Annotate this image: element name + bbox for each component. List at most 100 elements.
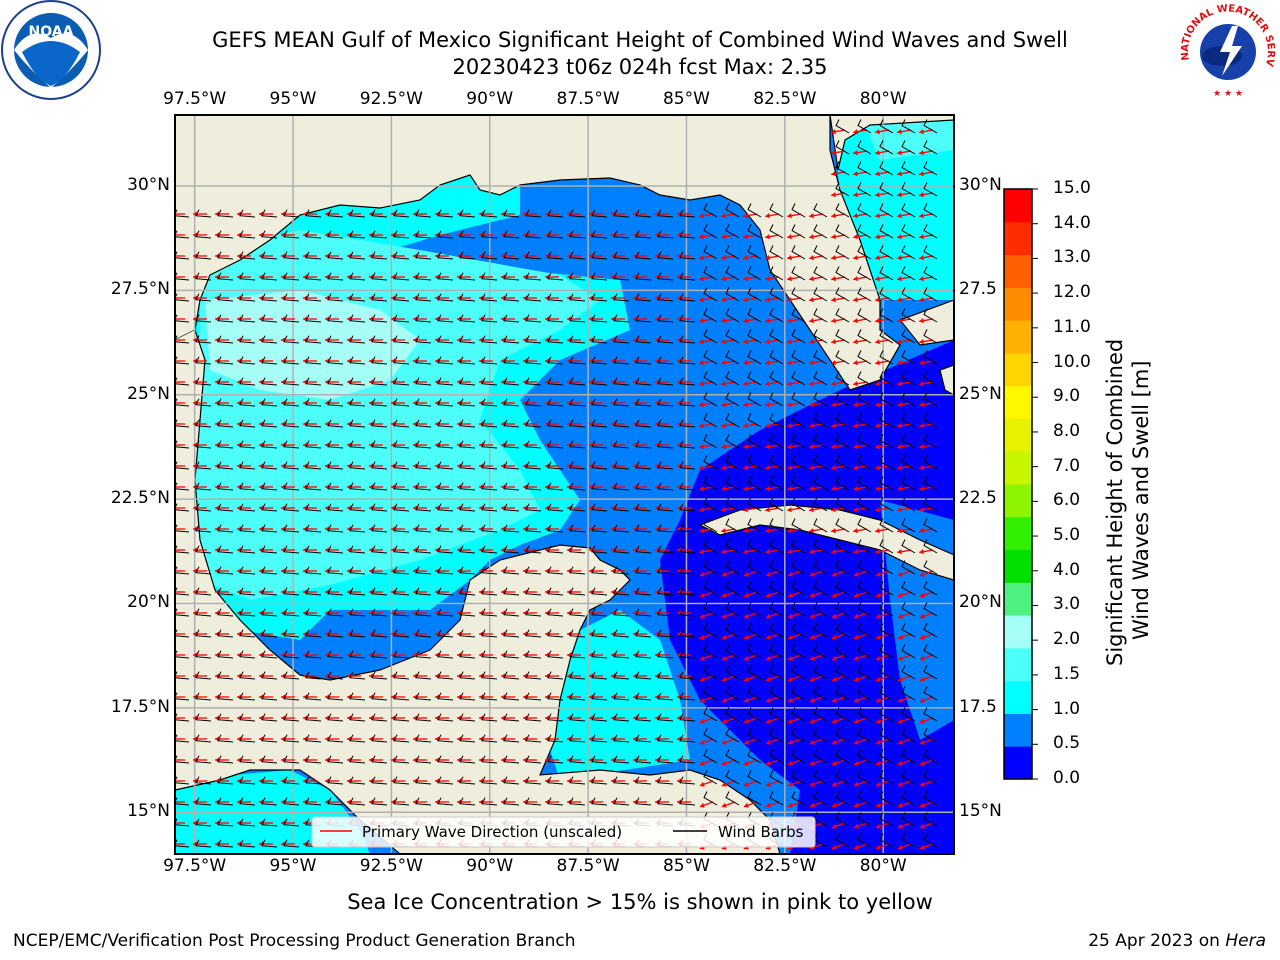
lon-tick-label: 82.5°W — [753, 89, 817, 109]
wave-arrow-head — [831, 297, 836, 303]
colorbar-segment — [1004, 352, 1032, 387]
wind-barb — [791, 224, 806, 239]
wave-arrow-head — [765, 318, 770, 324]
wind-barb — [195, 314, 212, 323]
wind-barb — [791, 602, 806, 617]
wind-barb — [481, 419, 498, 428]
wind-barb — [547, 335, 564, 344]
wind-barb — [217, 797, 234, 806]
wind-barb — [459, 230, 476, 239]
wind-barb — [879, 770, 894, 785]
wind-barb — [217, 356, 234, 365]
wind-barb — [239, 482, 256, 491]
wind-barb — [415, 251, 432, 260]
lat-tick-label: 15°N — [959, 801, 1002, 822]
wind-barb — [857, 665, 872, 680]
wave-arrow-head — [831, 676, 837, 682]
wave-arrow-head — [853, 171, 858, 177]
wind-barb — [569, 629, 586, 638]
wind-barb — [217, 839, 234, 848]
wind-barb — [415, 650, 432, 659]
wind-barb — [503, 398, 520, 407]
wind-barb — [371, 293, 388, 302]
wind-barb — [305, 776, 322, 785]
wind-barb — [791, 581, 806, 596]
wind-barb — [305, 524, 322, 533]
wind-barb — [437, 251, 454, 260]
wind-barb — [415, 629, 432, 638]
wind-barb — [923, 413, 938, 428]
wind-barb — [769, 434, 784, 449]
wind-barb — [813, 266, 828, 281]
wind-barb — [283, 755, 300, 764]
wave-arrow-head — [721, 297, 726, 303]
wind-barb — [547, 293, 564, 302]
wind-barb — [835, 539, 850, 554]
wind-barb — [371, 608, 388, 617]
wave-arrow-head — [743, 465, 748, 471]
wind-barb — [569, 755, 586, 764]
wind-barb — [261, 566, 278, 575]
wind-barb — [393, 713, 410, 722]
wind-barb — [857, 833, 872, 848]
wind-barb — [481, 377, 498, 386]
wind-barb — [703, 434, 718, 449]
wave-arrow-head — [875, 697, 881, 703]
wave-arrow-head — [831, 697, 837, 703]
wind-barb — [857, 287, 872, 302]
wind-barb — [525, 545, 542, 554]
svg-text:★ ★ ★: ★ ★ ★ — [1213, 89, 1243, 99]
wave-arrow-head — [831, 234, 836, 240]
wind-barb — [747, 602, 762, 617]
wind-barb — [923, 770, 938, 785]
wave-arrow-head — [809, 571, 815, 577]
wave-arrow-head — [875, 802, 881, 808]
wave-arrow-head — [809, 634, 815, 640]
wind-barb — [747, 350, 762, 365]
wind-barb — [547, 797, 564, 806]
wind-barb — [591, 293, 608, 302]
wind-barb — [747, 308, 762, 323]
wind-barb — [857, 266, 872, 281]
wind-barb — [175, 797, 190, 806]
wind-barb — [371, 356, 388, 365]
wind-barb — [923, 434, 938, 449]
wind-barb — [923, 497, 938, 512]
wind-barb — [813, 560, 828, 575]
wind-barb — [415, 398, 432, 407]
wave-arrow-head — [919, 655, 925, 661]
wave-arrow-head — [897, 381, 902, 387]
wind-barb — [503, 755, 520, 764]
wind-barb — [437, 713, 454, 722]
wind-barb — [175, 272, 190, 281]
wind-barb — [923, 455, 938, 470]
wind-barb — [393, 797, 410, 806]
wind-barb — [459, 209, 476, 218]
wind-barb — [415, 461, 432, 470]
wave-arrow-head — [831, 592, 837, 598]
wave-arrow-head — [853, 276, 858, 282]
wind-barb — [591, 419, 608, 428]
wind-barb — [657, 797, 674, 806]
wind-barb — [591, 398, 608, 407]
wind-barb — [835, 161, 850, 176]
wave-arrow-head — [787, 739, 793, 745]
wind-barb — [371, 209, 388, 218]
wave-arrow-head — [831, 613, 837, 619]
wave-arrow-head — [721, 381, 726, 387]
wave-arrow-head — [787, 781, 793, 787]
wind-barb — [305, 398, 322, 407]
wind-barb — [591, 209, 608, 218]
wind-barb — [769, 413, 784, 428]
wave-arrow-head — [897, 802, 903, 808]
wind-barb — [415, 692, 432, 701]
colorbar-tick-label: 11.0 — [1053, 316, 1091, 337]
wind-barb — [481, 713, 498, 722]
wind-barb — [217, 671, 234, 680]
wind-barb — [747, 224, 762, 239]
wind-barb — [305, 671, 322, 680]
wind-barb — [239, 671, 256, 680]
wind-barb — [525, 503, 542, 512]
wind-barb — [879, 140, 894, 155]
wave-arrow-head — [831, 465, 836, 471]
